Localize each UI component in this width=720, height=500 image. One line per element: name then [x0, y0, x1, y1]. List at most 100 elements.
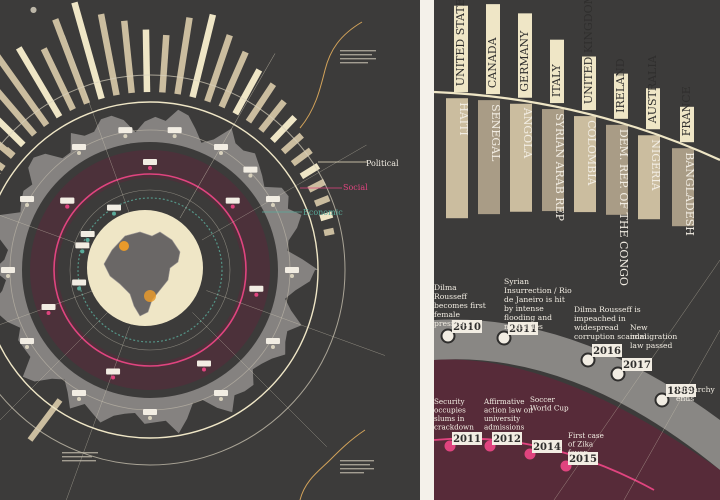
radial-bar — [323, 227, 335, 237]
event-node — [112, 211, 116, 216]
note-block-left — [62, 452, 98, 462]
outer-ring — [0, 74, 346, 466]
map-marker-south — [144, 290, 156, 302]
social-event-text: Affirmative action law on university admiss… — [483, 397, 533, 432]
radial-guide-line — [0, 290, 94, 325]
country-bar-bottom — [672, 148, 694, 227]
legend-economic: Economic — [303, 208, 343, 217]
country-label: HAITI — [457, 102, 470, 136]
radial-bar — [0, 54, 50, 128]
year-tag — [492, 432, 522, 445]
country-label: FRANCE — [680, 86, 693, 136]
radial-bar — [174, 17, 193, 95]
social-ring — [53, 173, 247, 367]
year-tag — [452, 432, 482, 445]
social-event-year: 2012 — [493, 434, 521, 445]
event-year-tag — [20, 338, 35, 344]
radial-bar — [4, 146, 16, 158]
grey-arc-band — [434, 319, 720, 470]
event-year-tag — [167, 127, 182, 134]
event-year-tag — [75, 242, 90, 249]
political-arc — [434, 90, 720, 162]
political-event-text: Syrian Insurrection / Rio de Janeiro is hi… — [504, 277, 572, 331]
country-bar-top — [646, 88, 660, 130]
radial-bar — [27, 398, 63, 442]
country-label: ITALY — [550, 63, 563, 97]
event-node — [148, 416, 152, 420]
note-block-top — [340, 50, 376, 64]
event-year-tag — [225, 197, 240, 204]
radial-guide-line — [192, 312, 327, 447]
year-tag — [532, 440, 562, 453]
year-tag — [568, 452, 598, 465]
event-node — [230, 204, 235, 209]
radial-guide-line — [179, 53, 276, 219]
event-node — [290, 274, 294, 278]
detail-zoom-panel: UNITED STATES OF AMERICA HAITI CANADA SENEG… — [434, 0, 720, 500]
radial-bar — [290, 147, 313, 167]
country-bar-top — [454, 5, 468, 93]
event-year-tag — [285, 267, 299, 273]
event-year-tag — [249, 285, 264, 292]
radial-bar — [15, 46, 63, 119]
year-tag — [508, 322, 538, 335]
country-bar-bottom — [478, 100, 500, 215]
event-node — [25, 345, 30, 349]
radial-bar — [121, 20, 135, 94]
event-node — [77, 151, 81, 156]
country-label: IRELAND — [614, 58, 627, 113]
country-label: ANGOLA — [521, 107, 534, 160]
event-node — [254, 292, 259, 297]
radial-guide-line — [201, 144, 367, 241]
event-year-tag — [1, 267, 15, 273]
radial-bar — [40, 47, 76, 111]
radial-bar — [97, 13, 120, 96]
event-year-tag — [265, 196, 280, 202]
radial-guide-line — [0, 215, 94, 250]
radial-overview-panel: Political Social Economic ● — [0, 1, 400, 500]
social-event-year: 2011 — [453, 434, 481, 445]
social-event-text: Soccer World Cup — [530, 395, 569, 413]
radial-bar — [307, 178, 326, 193]
radial-guide-line — [64, 34, 130, 214]
country-bar-top — [486, 4, 500, 95]
country-label: COLOMBIA — [585, 120, 598, 186]
event-year-tag — [265, 338, 280, 344]
social-arc-band — [434, 359, 720, 500]
country-bar-bottom — [510, 103, 532, 212]
event-year-tag — [60, 197, 75, 204]
radial-bar — [258, 99, 287, 133]
country-bar-bottom — [542, 109, 564, 212]
event-year-tag — [214, 389, 228, 396]
event-node — [80, 249, 85, 254]
political-event-node — [440, 328, 456, 344]
event-node — [219, 396, 223, 401]
event-year-tag — [143, 159, 157, 165]
map-marker-north — [119, 241, 129, 251]
country-bar-top — [518, 13, 532, 98]
event-year-tag — [72, 279, 87, 286]
country-label: DEM. REP. OF THE CONGO — [617, 129, 630, 286]
event-node — [77, 286, 82, 291]
political-event-year: 2017 — [623, 360, 651, 371]
radial-bar — [0, 141, 16, 159]
country-bar-top — [550, 39, 564, 104]
event-node — [6, 274, 10, 278]
event-year-tag — [41, 303, 56, 310]
event-node — [270, 203, 275, 207]
radial-guide-line — [66, 326, 130, 500]
event-year-tag — [143, 409, 157, 415]
country-bar-top — [614, 73, 628, 119]
radial-line-b — [623, 329, 720, 500]
social-event-text: Security occupies slums in crackdown — [434, 397, 474, 432]
political-event-year: 2011 — [509, 324, 537, 335]
country-bar-bottom — [606, 124, 628, 215]
radial-guide-line — [0, 312, 108, 421]
legend-political: Political — [366, 159, 399, 168]
political-event-year: 1889 — [667, 386, 695, 397]
radial-bar — [218, 50, 249, 109]
radial-bar — [142, 29, 151, 93]
corner-mark: ● — [30, 5, 37, 14]
radial-bar — [204, 34, 233, 103]
political-event-year: 2010 — [453, 322, 481, 333]
